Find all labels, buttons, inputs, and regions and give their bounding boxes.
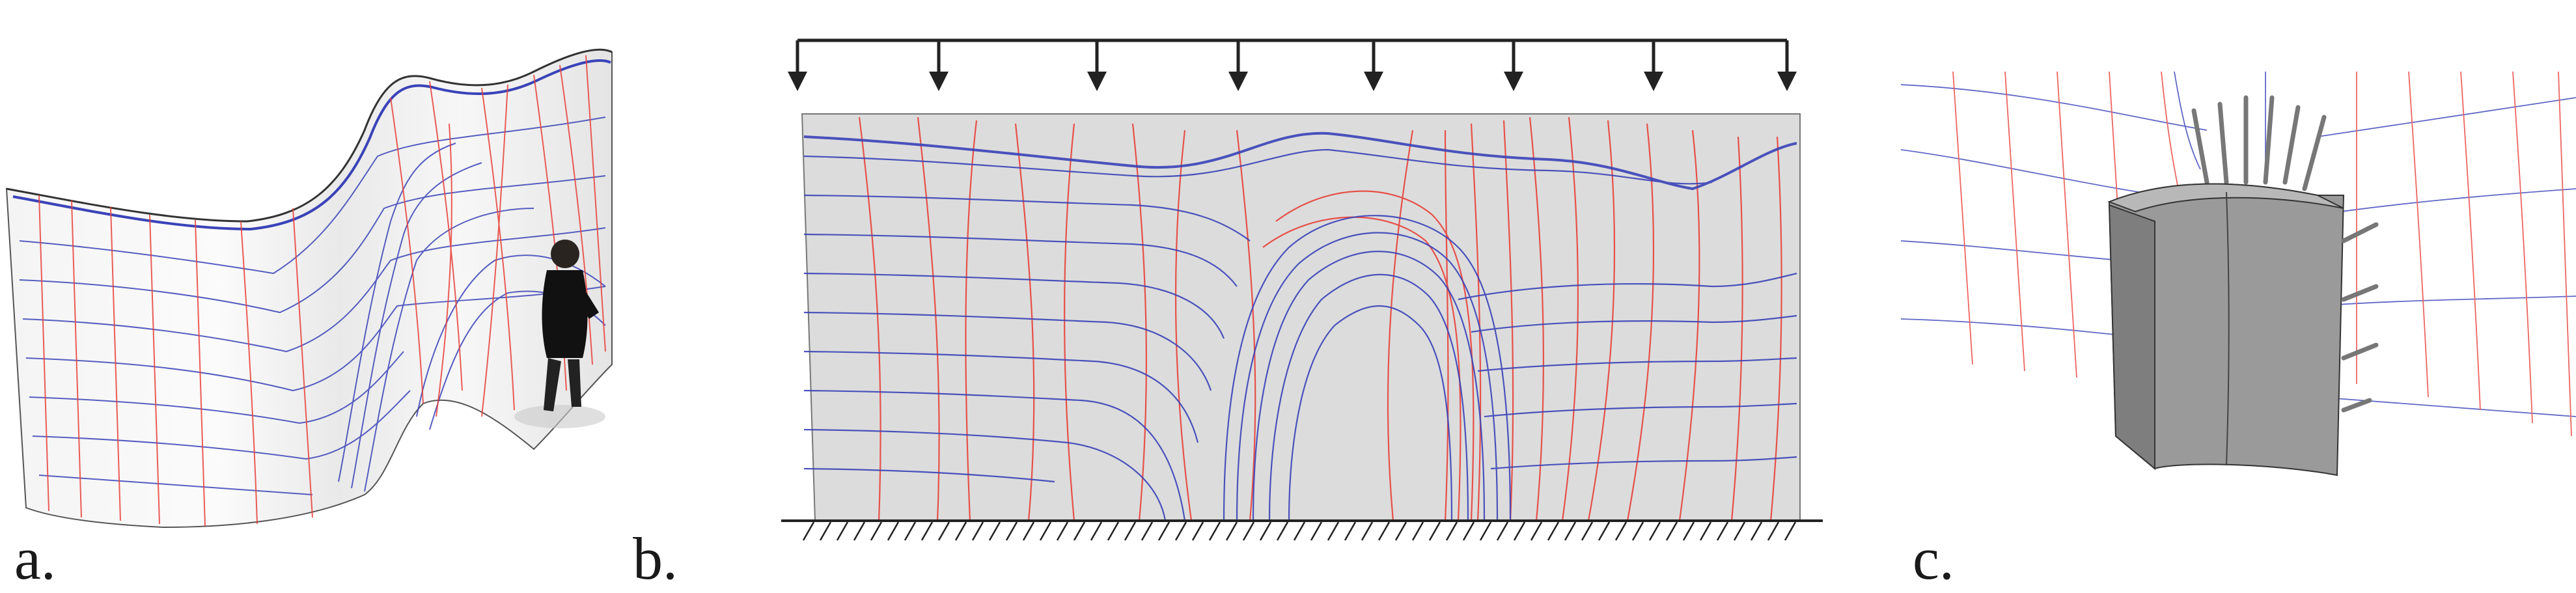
load-arrow-icon: [929, 40, 949, 91]
side-rods: [2341, 222, 2379, 413]
panel-label-c: c.: [1913, 525, 1954, 592]
support-hatch-tick: [1682, 521, 1695, 541]
support-hatch-tick: [819, 521, 832, 541]
support-hatch-tick: [954, 521, 967, 541]
load-arrow-icon: [1644, 40, 1663, 91]
support-hatch-tick: [1039, 521, 1052, 541]
support-hatch-tick: [1547, 521, 1560, 541]
load-arrow-icon: [1228, 40, 1248, 91]
load-arrow-icon: [1087, 40, 1107, 91]
support-hatch-tick: [971, 521, 984, 541]
support-hatch-tick: [1327, 521, 1340, 541]
support-hatch-tick: [887, 521, 900, 541]
support-hatch-tick: [1225, 521, 1238, 541]
support-hatch-tick: [1005, 521, 1018, 541]
support-hatch-tick: [1090, 521, 1103, 541]
support-hatch-tick: [853, 521, 866, 541]
support-hatch-tick: [1581, 521, 1594, 541]
support-hatch-tick: [1293, 521, 1306, 541]
support-hatch-tick: [836, 521, 849, 541]
support-hatch-tick: [1530, 521, 1543, 541]
load-arrow-icon: [788, 40, 807, 91]
support-hatch-tick: [1022, 521, 1035, 541]
anchor-block-icon: [2107, 183, 2345, 476]
compression-line: [12, 59, 611, 231]
support-hatch-tick: [1073, 521, 1086, 541]
support-hatch-tick: [1564, 521, 1577, 541]
support-hatch-tick: [1259, 521, 1272, 541]
support-hatch-tick: [1428, 521, 1441, 541]
support-hatch-tick: [1242, 521, 1255, 541]
support-hatch-tick: [937, 521, 950, 541]
support-hatch-tick: [1513, 521, 1526, 541]
wall-render-graphic: [5, 48, 613, 529]
support-hatch-tick: [1394, 521, 1407, 541]
support-hatch-tick: [1716, 521, 1729, 541]
load-arrow-icon: [1504, 40, 1523, 91]
support-hatch-tick: [1665, 521, 1678, 541]
support-hatch-tick: [1411, 521, 1424, 541]
anchor-detail-graphic: [1901, 72, 2576, 476]
support-hatch-tick: [1445, 521, 1458, 541]
load-arrow-icon: [1364, 40, 1383, 91]
support-hatch-tick: [1174, 521, 1187, 541]
reinforcement-rods: [2191, 95, 2327, 191]
panel-a-wall-render: [0, 26, 644, 547]
support-hatch-tick: [870, 521, 883, 541]
load-arrows: [788, 40, 1797, 91]
support-hatch-tick: [1614, 521, 1627, 541]
support-hatch-tick: [1462, 521, 1475, 541]
support-hatch-tick: [1361, 521, 1374, 541]
support-hatch-tick: [1124, 521, 1137, 541]
support-hatch-tick: [988, 521, 1001, 541]
support-hatch-tick: [802, 521, 815, 541]
load-arrow-icon: [1777, 40, 1797, 91]
support-hatch-tick: [1378, 521, 1391, 541]
support-hatch-tick: [1479, 521, 1492, 541]
support-hatch-tick: [1767, 521, 1780, 541]
support-hatch-tick: [1141, 521, 1154, 541]
elevation-graphic: [781, 38, 1823, 541]
wall-top-rim: [6, 48, 613, 223]
support-hatch-tick: [904, 521, 917, 541]
panel-label-a: a.: [14, 525, 56, 592]
support-hatch-tick: [1733, 521, 1746, 541]
support-hatch-tick: [1750, 521, 1763, 541]
support-hatch-tick: [1648, 521, 1661, 541]
support-hatch-tick: [1056, 521, 1069, 541]
fixed-support-icon: [802, 521, 1797, 541]
support-hatch-tick: [1276, 521, 1289, 541]
panel-b-elevation: [768, 26, 1849, 560]
support-hatch-tick: [1344, 521, 1357, 541]
person-figure-icon: [514, 240, 605, 428]
support-hatch-tick: [1496, 521, 1509, 541]
support-hatch-tick: [921, 521, 934, 541]
panel-label-b: b.: [633, 525, 678, 592]
support-hatch-tick: [1157, 521, 1170, 541]
support-hatch-tick: [1107, 521, 1120, 541]
wall-elevation-surface: [801, 113, 1801, 521]
support-hatch-tick: [1310, 521, 1323, 541]
support-hatch-tick: [1699, 521, 1712, 541]
support-hatch-tick: [1191, 521, 1204, 541]
support-hatch-tick: [1784, 521, 1797, 541]
support-hatch-tick: [1598, 521, 1611, 541]
support-hatch-tick: [1208, 521, 1221, 541]
support-hatch-tick: [1631, 521, 1644, 541]
compression-lines-b: [803, 131, 1797, 521]
panel-c-anchor-detail: [1901, 72, 2576, 521]
